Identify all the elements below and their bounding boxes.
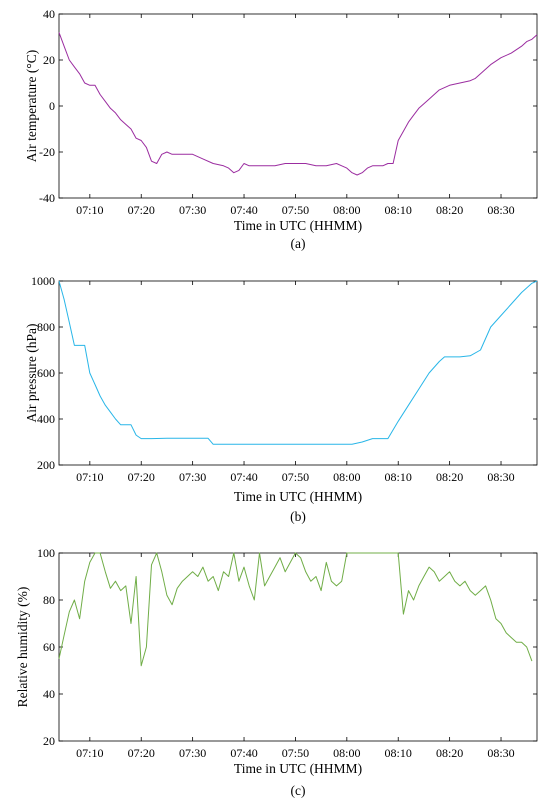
x-tick-label: 08:20 <box>436 203 463 217</box>
y-tick-label: -40 <box>39 191 55 205</box>
x-tick-label: 08:00 <box>333 470 360 484</box>
x-tick-label: 08:10 <box>385 746 412 760</box>
panel-caption: (a) <box>291 236 306 251</box>
x-tick-label: 08:30 <box>487 470 514 484</box>
y-tick-label: 40 <box>43 7 55 21</box>
y-tick-label: 0 <box>49 99 55 113</box>
x-tick-label: 07:20 <box>128 746 155 760</box>
x-tick-label: 08:20 <box>436 470 463 484</box>
y-axis-label: Air pressure (hPa) <box>24 324 39 423</box>
y-tick-label: 600 <box>37 366 55 380</box>
x-tick-label: 07:40 <box>230 470 257 484</box>
y-tick-label: 400 <box>37 412 55 426</box>
x-tick-label: 07:50 <box>282 470 309 484</box>
x-tick-label: 07:30 <box>179 470 206 484</box>
y-tick-label: 1000 <box>31 274 55 288</box>
x-tick-label: 08:20 <box>436 746 463 760</box>
series-line <box>58 280 538 445</box>
y-tick-label: 80 <box>43 593 55 607</box>
panel-caption: (b) <box>290 509 306 524</box>
x-tick-label: 07:30 <box>179 203 206 217</box>
x-tick-label: 07:20 <box>128 203 155 217</box>
x-tick-label: 08:30 <box>487 203 514 217</box>
panel-caption: (c) <box>291 783 306 798</box>
x-tick-label: 07:10 <box>76 470 103 484</box>
y-tick-label: 20 <box>43 734 55 748</box>
y-tick-label: 200 <box>37 458 55 472</box>
plot-frame <box>58 13 538 199</box>
series-line <box>58 552 533 667</box>
x-tick-label: 07:50 <box>282 203 309 217</box>
x-tick-label: 08:10 <box>385 470 412 484</box>
x-axis-label: Time in UTC (HHMM) <box>234 761 362 776</box>
x-axis-label: Time in UTC (HHMM) <box>234 489 362 504</box>
x-tick-label: 07:50 <box>282 746 309 760</box>
x-axis-label: Time in UTC (HHMM) <box>234 218 362 233</box>
y-tick-label: -20 <box>39 145 55 159</box>
plot-frame <box>58 280 538 466</box>
series-line <box>58 32 538 176</box>
x-tick-label: 08:00 <box>333 203 360 217</box>
x-tick-label: 08:00 <box>333 746 360 760</box>
x-tick-label: 08:30 <box>487 746 514 760</box>
x-tick-label: 07:20 <box>128 470 155 484</box>
y-tick-label: 800 <box>37 320 55 334</box>
y-tick-label: 20 <box>43 53 55 67</box>
x-tick-label: 07:40 <box>230 746 257 760</box>
y-tick-label: 40 <box>43 687 55 701</box>
y-tick-label: 100 <box>37 546 55 560</box>
x-tick-label: 07:10 <box>76 203 103 217</box>
x-tick-label: 07:40 <box>230 203 257 217</box>
x-tick-label: 07:30 <box>179 746 206 760</box>
y-axis-label: Air temperature (°C) <box>24 50 39 163</box>
y-axis-label: Relative humidity (%) <box>15 587 30 708</box>
y-tick-label: 60 <box>43 640 55 654</box>
x-tick-label: 08:10 <box>385 203 412 217</box>
x-tick-label: 07:10 <box>76 746 103 760</box>
